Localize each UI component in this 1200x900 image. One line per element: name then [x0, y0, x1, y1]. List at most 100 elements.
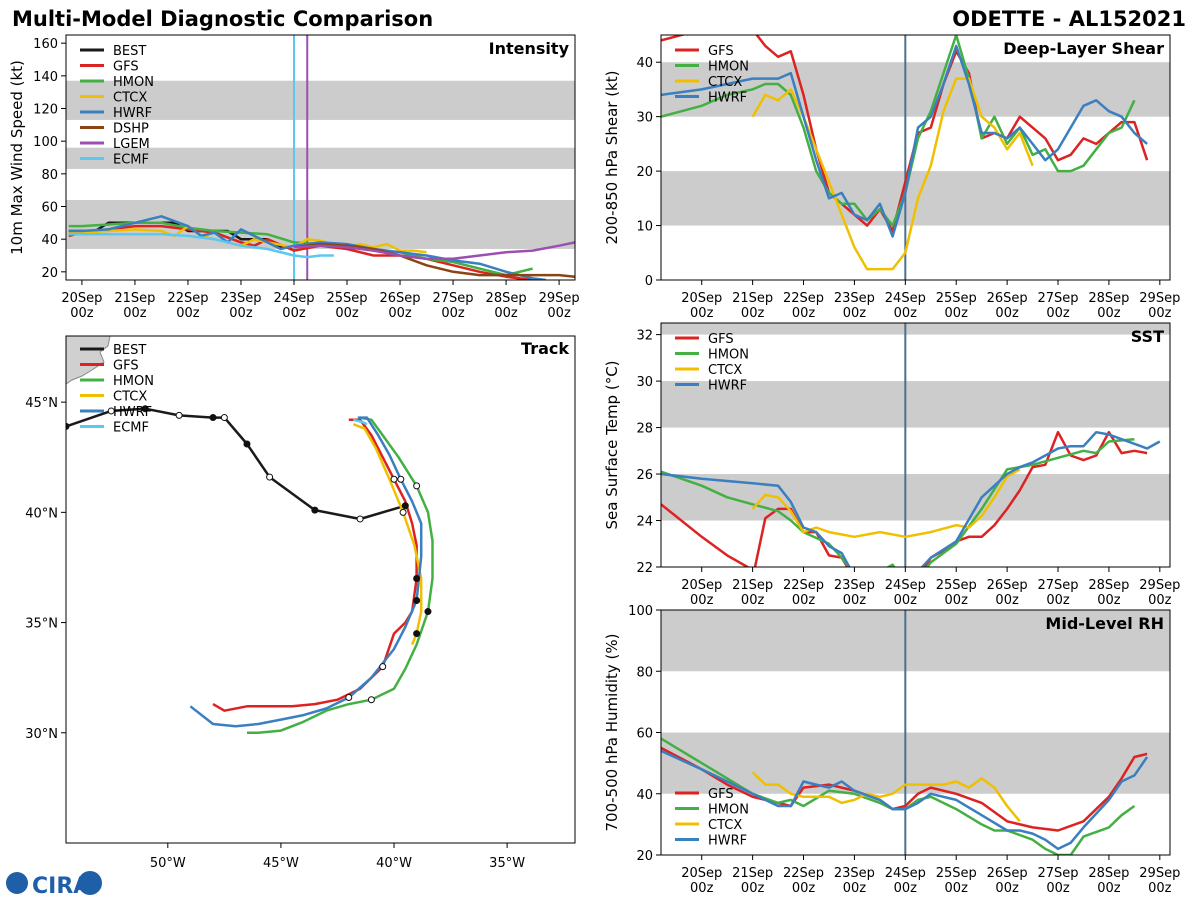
track-ytick-label: 35°N: [25, 617, 58, 632]
sst-legend-label: CTCX: [708, 363, 742, 378]
sst-xtick-label: 20Sep 00z: [681, 578, 722, 608]
shear-xtick-date: 27Sep: [1037, 291, 1078, 306]
shear-ytick-label: 20: [636, 165, 653, 180]
track-ytick-label: 40°N: [25, 506, 58, 521]
intensity-xtick-label: 23Sep 00z: [220, 291, 261, 321]
sst-shade-band: [661, 381, 1170, 428]
figure-title: Multi-Model Diagnostic Comparison: [12, 7, 433, 31]
intensity-xtick-date: 23Sep: [220, 291, 261, 306]
land-newfoundland: [66, 336, 111, 385]
intensity-xtick-label: 29Sep 00z: [539, 291, 580, 321]
track-model-marker: [413, 482, 421, 490]
rh-ytick-label: 60: [636, 727, 653, 742]
rh-xtick-hour: 00z: [690, 881, 714, 896]
shear-xtick-hour: 00z: [741, 306, 765, 321]
intensity-legend-label: LGEM: [113, 137, 150, 152]
rh-xtick-hour: 00z: [945, 881, 969, 896]
intensity-xtick-date: 28Sep: [486, 291, 527, 306]
track-legend-label: BEST: [113, 343, 146, 358]
shear-xtick-date: 22Sep: [783, 291, 824, 306]
track-xtick-label: 50°W: [150, 856, 186, 871]
sst-ytick-label: 22: [636, 561, 653, 576]
track-best-marker: [209, 414, 217, 422]
intensity-ytick-label: 140: [33, 70, 58, 85]
rh-xtick-date: 25Sep: [936, 866, 977, 881]
intensity-title: Intensity: [489, 39, 570, 58]
shear-legend-label: GFS: [708, 44, 734, 59]
track-model-marker: [390, 475, 398, 483]
track-series-hwrf: [189, 416, 423, 728]
shear-xtick-date: 24Sep: [885, 291, 926, 306]
shear-legend-label: CTCX: [708, 75, 742, 90]
intensity-ytick-label: 60: [41, 201, 58, 216]
intensity-legend-label: DSHP: [113, 122, 149, 137]
intensity-xtick-hour: 00z: [441, 306, 465, 321]
rh-plot-area: [661, 610, 1149, 855]
sst-xtick-label: 27Sep 00z: [1037, 578, 1078, 608]
intensity-shade-band: [66, 80, 575, 120]
storm-name: ODETTE - AL152021: [952, 7, 1186, 31]
satellite-icon: [78, 871, 102, 895]
shear-xtick-date: 20Sep: [681, 291, 722, 306]
sst-ytick-label: 26: [636, 468, 653, 483]
intensity-xtick-hour: 00z: [547, 306, 571, 321]
track-legend-label: GFS: [113, 359, 139, 374]
track-best-marker: [266, 473, 274, 481]
rh-xtick-hour: 00z: [843, 881, 867, 896]
track-best-marker: [311, 506, 319, 514]
intensity-frame: [65, 34, 576, 281]
sst-xtick-date: 20Sep: [681, 578, 722, 593]
shear-xtick-label: 24Sep 00z: [885, 291, 926, 321]
sst-xtick-hour: 00z: [843, 593, 867, 608]
track-panel: 50°W 45°W 40°W 35°W 30°N 35°N 40°N 45°N Track BES…: [25, 335, 576, 871]
shear-xtick-date: 25Sep: [936, 291, 977, 306]
sst-xtick-hour: 00z: [792, 593, 816, 608]
intensity-ytick-label: 20: [41, 266, 58, 281]
track-best-marker: [66, 422, 70, 430]
sst-xtick-hour: 00z: [1148, 593, 1172, 608]
sst-xtick-date: 27Sep: [1037, 578, 1078, 593]
intensity-legend-label: GFS: [113, 60, 139, 75]
intensity-shade-band: [66, 147, 575, 169]
sst-series-hwrf: [661, 430, 1161, 567]
shear-xtick-label: 20Sep 00z: [681, 291, 722, 321]
shear-xtick-label: 27Sep 00z: [1037, 291, 1078, 321]
sst-xtick-hour: 00z: [945, 593, 969, 608]
sst-xtick-date: 25Sep: [936, 578, 977, 593]
intensity-xtick-hour: 00z: [282, 306, 306, 321]
intensity-xtick-date: 21Sep: [114, 291, 155, 306]
sst-ytick-label: 32: [636, 329, 653, 344]
track-series-gfs: [212, 418, 418, 712]
intensity-xtick-hour: 00z: [388, 306, 412, 321]
sst-frame: [660, 322, 1171, 568]
shear-xtick-label: 22Sep 00z: [783, 291, 824, 321]
sst-xtick-label: 24Sep 00z: [885, 578, 926, 608]
rh-xtick-hour: 00z: [995, 881, 1019, 896]
intensity-xtick-hour: 00z: [229, 306, 253, 321]
shear-xtick-label: 28Sep 00z: [1088, 291, 1129, 321]
intensity-xtick-label: 28Sep 00z: [486, 291, 527, 321]
sst-xtick-hour: 00z: [1097, 593, 1121, 608]
rh-legend-label: GFS: [708, 787, 734, 802]
rh-series-ctcx: [751, 771, 1021, 823]
shear-xtick-date: 21Sep: [732, 291, 773, 306]
rh-xtick-date: 24Sep: [885, 866, 926, 881]
shear-ytick-label: 40: [636, 56, 653, 71]
shear-title: Deep-Layer Shear: [1003, 39, 1164, 58]
sst-ytick-label: 24: [636, 515, 653, 530]
rh-xtick-hour: 00z: [894, 881, 918, 896]
sst-xtick-date: 24Sep: [885, 578, 926, 593]
sst-xtick-date: 29Sep: [1139, 578, 1180, 593]
intensity-ytick-label: 160: [33, 37, 58, 52]
shear-series-hmon: [661, 35, 1136, 227]
shear-xtick-label: 21Sep 00z: [732, 291, 773, 321]
shear-xtick-hour: 00z: [1097, 306, 1121, 321]
rh-xtick-hour: 00z: [1148, 881, 1172, 896]
track-legend-label: HWRF: [113, 405, 152, 420]
track-plot-area: [66, 336, 434, 735]
intensity-series-lgem: [293, 241, 575, 261]
track-best-marker: [356, 515, 364, 523]
intensity-plot-area: [68, 35, 575, 280]
